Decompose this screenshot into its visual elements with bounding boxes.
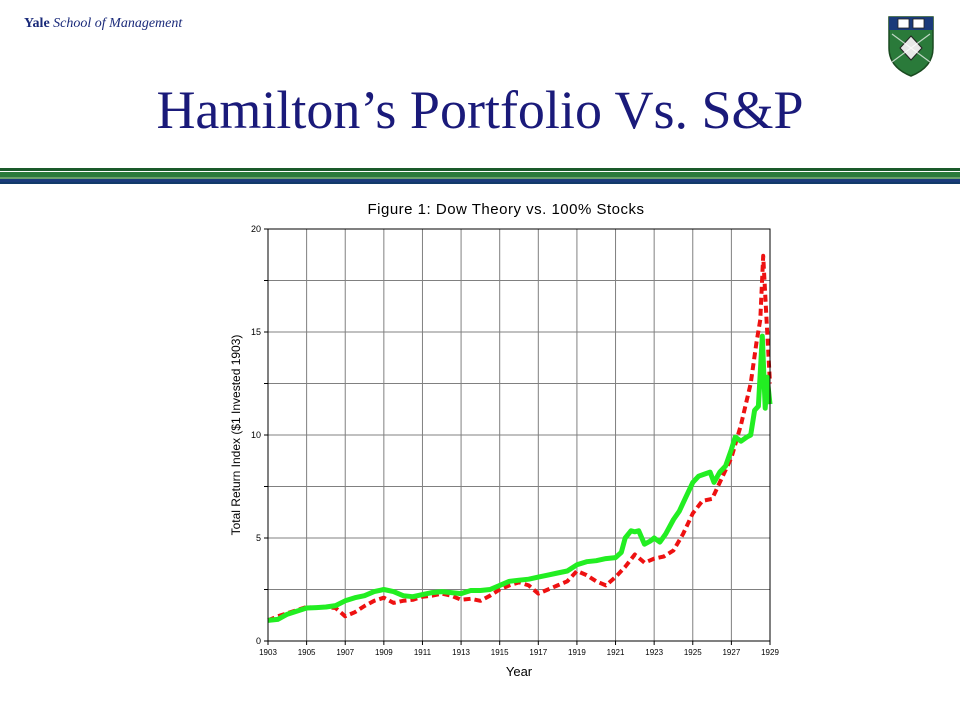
y-tick-label: 15	[251, 327, 261, 337]
x-tick-label: 1929	[761, 648, 779, 657]
line-chart: 1903 1905 1907 1909 1911 1913 1915 1917 1919 1921…	[229, 201, 779, 679]
y-axis-label: Total Return Index ($1 Invested 1903)	[229, 335, 243, 536]
title-divider	[0, 168, 960, 186]
header-brand: Yale School of Management	[24, 16, 182, 32]
slide-title: Hamilton’s Portfolio Vs. S&P	[156, 80, 804, 140]
x-tick-label: 1925	[684, 648, 702, 657]
x-tick-label: 1923	[645, 648, 663, 657]
x-tick-label: 1911	[414, 648, 432, 657]
y-tick-label: 0	[256, 636, 261, 646]
series-line-dashed-red	[267, 253, 772, 623]
x-tick-label: 1921	[607, 648, 625, 657]
x-tick-label: 1927	[722, 648, 740, 657]
x-axis-label: Year	[506, 664, 533, 679]
x-tick-label: 1905	[298, 648, 316, 657]
x-tick-label: 1913	[452, 648, 470, 657]
x-tick-label: 1907	[336, 648, 354, 657]
series-line-solid-green	[267, 333, 773, 623]
x-tick-label: 1917	[529, 648, 547, 657]
yale-shield-logo	[888, 16, 934, 77]
y-tick-label: 20	[251, 224, 261, 234]
series-layer	[267, 253, 773, 623]
x-tick-label: 1919	[568, 648, 586, 657]
x-tick-label: 1915	[491, 648, 509, 657]
x-axis-ticks: 1903 1905 1907 1909 1911 1913 1915 1917 1919 1921…	[259, 641, 779, 657]
chart-title: Figure 1: Dow Theory vs. 100% Stocks	[368, 201, 645, 218]
brand-school: School of Management	[49, 16, 183, 31]
x-tick-label: 1909	[375, 648, 393, 657]
brand-yale: Yale	[24, 16, 50, 31]
x-tick-label: 1903	[259, 648, 277, 657]
y-axis-ticks: 0 5 10 15 20	[251, 224, 268, 646]
y-tick-label: 5	[256, 533, 261, 543]
y-tick-label: 10	[251, 430, 261, 440]
